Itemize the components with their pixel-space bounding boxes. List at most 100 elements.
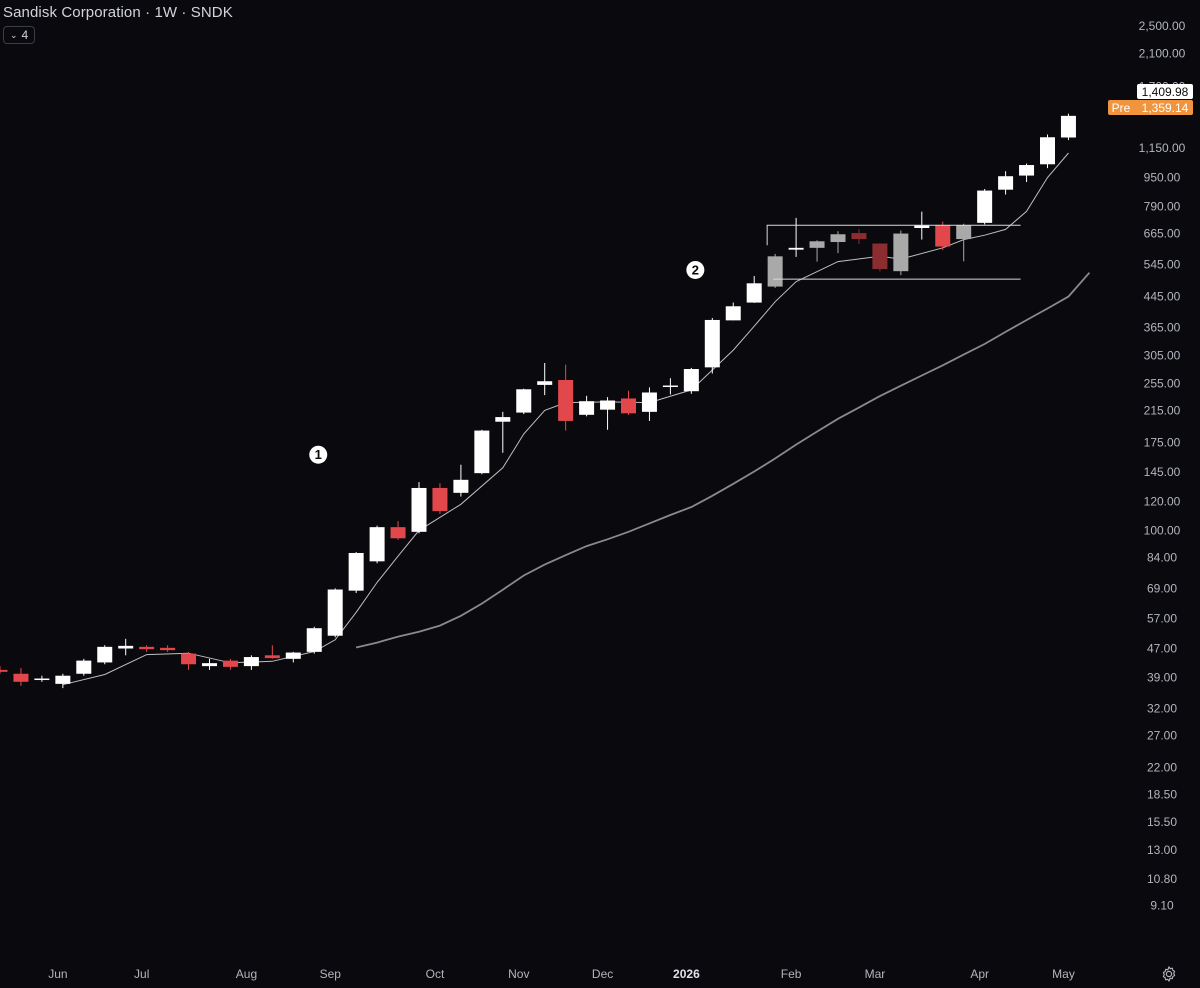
candle bbox=[222, 658, 238, 670]
candle bbox=[893, 230, 909, 276]
candle bbox=[621, 390, 636, 415]
y-axis-tick-label: 32.00 bbox=[1147, 702, 1177, 716]
y-axis-tick-label: 57.00 bbox=[1147, 611, 1177, 625]
y-axis-tick-label: 15.50 bbox=[1147, 815, 1177, 829]
candle bbox=[243, 655, 259, 670]
candle bbox=[1040, 134, 1055, 169]
candle bbox=[76, 658, 92, 676]
y-axis-tick-label: 305.00 bbox=[1144, 349, 1181, 363]
candle bbox=[1060, 113, 1076, 141]
y-axis-tick-label: 47.00 bbox=[1147, 642, 1177, 656]
annotation-marker: 1 bbox=[309, 445, 328, 464]
y-axis-tick-label: 27.00 bbox=[1147, 728, 1177, 742]
candle bbox=[453, 464, 469, 497]
indicators-collapse-button[interactable]: ⌄ 4 bbox=[3, 26, 36, 44]
candle bbox=[160, 645, 176, 652]
candle bbox=[181, 651, 197, 670]
candle bbox=[264, 645, 280, 659]
premarket-value: 1,359.14 bbox=[1142, 101, 1189, 115]
y-axis-tick-label: 950.00 bbox=[1144, 171, 1181, 185]
candle bbox=[139, 645, 155, 652]
y-axis-tick-label: 10.80 bbox=[1147, 872, 1177, 886]
x-axis-tick-label: Sep bbox=[320, 967, 342, 981]
last-price-value: 1,409.98 bbox=[1142, 85, 1189, 99]
y-axis-tick-label: 545.00 bbox=[1144, 258, 1181, 272]
candle bbox=[97, 645, 113, 665]
candle bbox=[704, 317, 720, 374]
indicator-count: 4 bbox=[21, 28, 29, 42]
y-axis-tick-label: 215.00 bbox=[1144, 403, 1181, 417]
candle bbox=[767, 253, 783, 288]
candle bbox=[118, 638, 134, 656]
x-axis-tick-label: Nov bbox=[508, 967, 529, 981]
x-axis-tick-label: Feb bbox=[781, 967, 802, 981]
y-axis-tick-label: 39.00 bbox=[1147, 671, 1177, 685]
candle bbox=[55, 673, 71, 689]
chevron-down-icon: ⌄ bbox=[10, 29, 18, 40]
candle bbox=[683, 367, 699, 394]
candle bbox=[369, 525, 385, 564]
candle bbox=[662, 378, 678, 395]
y-axis-tick-label: 2,100.00 bbox=[1139, 46, 1186, 60]
candle bbox=[725, 302, 741, 321]
candle bbox=[285, 651, 301, 663]
consolidation-box-top bbox=[766, 224, 1021, 246]
premarket-price-tag: Pre 1,359.14 bbox=[1108, 100, 1193, 115]
y-axis-tick-label: 1,150.00 bbox=[1139, 141, 1186, 155]
annotation-label: 2 bbox=[692, 262, 699, 277]
candle bbox=[600, 397, 616, 430]
candle bbox=[390, 521, 406, 540]
candle bbox=[516, 388, 532, 415]
x-axis-tick-label: May bbox=[1052, 967, 1075, 981]
candle bbox=[34, 675, 50, 682]
x-axis-tick-label: Jul bbox=[134, 967, 149, 981]
y-axis-tick-label: 445.00 bbox=[1144, 289, 1181, 303]
candle bbox=[348, 552, 364, 593]
candle bbox=[641, 387, 657, 421]
y-axis-tick-label: 2,500.00 bbox=[1139, 19, 1186, 33]
candle bbox=[788, 217, 804, 257]
candle bbox=[998, 171, 1014, 195]
gear-icon[interactable] bbox=[1160, 965, 1178, 983]
x-axis-tick-label: Mar bbox=[865, 967, 886, 981]
slow-moving-average-line bbox=[355, 272, 1091, 649]
candle bbox=[956, 223, 972, 262]
y-axis-tick-label: 100.00 bbox=[1144, 523, 1181, 537]
x-axis-tick-label: Jun bbox=[48, 967, 67, 981]
y-axis-tick-label: 145.00 bbox=[1144, 465, 1181, 479]
y-axis-tick-label: 665.00 bbox=[1144, 227, 1181, 241]
y-axis-tick-label: 9.10 bbox=[1150, 899, 1174, 913]
candle bbox=[579, 395, 595, 417]
candle bbox=[851, 229, 867, 245]
candle bbox=[1019, 163, 1035, 183]
candle bbox=[13, 667, 29, 686]
premarket-label: Pre bbox=[1112, 101, 1131, 115]
annotation-marker: 2 bbox=[686, 260, 705, 279]
candle bbox=[746, 276, 762, 303]
y-axis-tick-label: 69.00 bbox=[1147, 581, 1177, 595]
candle bbox=[935, 221, 951, 251]
candle bbox=[474, 429, 490, 475]
candle bbox=[0, 666, 8, 674]
candle bbox=[830, 231, 846, 254]
candle bbox=[202, 658, 217, 670]
candle bbox=[558, 364, 574, 431]
candle bbox=[432, 483, 448, 514]
y-axis-tick-label: 255.00 bbox=[1144, 377, 1181, 391]
y-axis-tick-label: 22.00 bbox=[1147, 760, 1177, 774]
candle bbox=[327, 588, 343, 638]
candle bbox=[537, 362, 553, 396]
y-axis-tick-label: 175.00 bbox=[1144, 436, 1181, 450]
candle bbox=[495, 411, 511, 453]
last-price-tag: 1,409.98 bbox=[1137, 84, 1193, 99]
candle bbox=[872, 243, 888, 272]
candle bbox=[306, 626, 322, 654]
x-axis-tick-label: Dec bbox=[592, 967, 613, 981]
candle bbox=[977, 188, 993, 225]
y-axis-tick-label: 365.00 bbox=[1144, 321, 1181, 335]
annotation-label: 1 bbox=[315, 447, 322, 462]
candle bbox=[809, 240, 825, 262]
x-axis-tick-label: Aug bbox=[236, 967, 257, 981]
chart-title: Sandisk Corporation · 1W · SNDK bbox=[3, 4, 233, 21]
